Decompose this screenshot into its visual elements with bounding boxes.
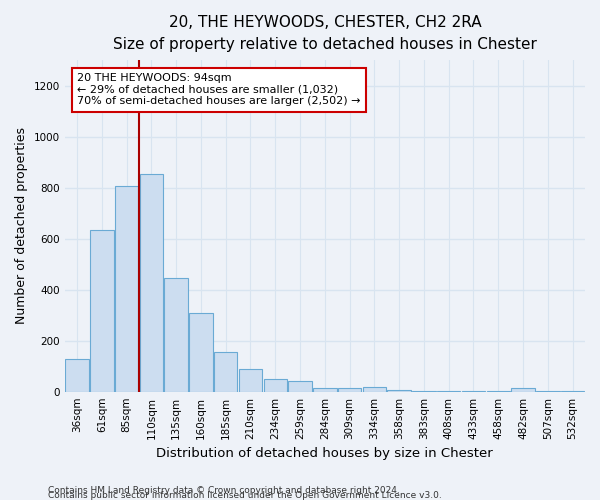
Bar <box>437 391 460 392</box>
Text: Contains public sector information licensed under the Open Government Licence v3: Contains public sector information licen… <box>48 491 442 500</box>
Bar <box>462 391 485 392</box>
Bar <box>511 388 535 392</box>
Bar <box>90 230 113 392</box>
Bar <box>288 382 312 392</box>
Bar <box>338 388 361 392</box>
Bar <box>189 312 213 392</box>
Bar <box>313 388 337 392</box>
Bar <box>239 369 262 392</box>
Text: Contains HM Land Registry data © Crown copyright and database right 2024.: Contains HM Land Registry data © Crown c… <box>48 486 400 495</box>
Bar <box>65 358 89 392</box>
Bar <box>140 174 163 392</box>
Bar <box>536 391 560 392</box>
Y-axis label: Number of detached properties: Number of detached properties <box>15 128 28 324</box>
Title: 20, THE HEYWOODS, CHESTER, CH2 2RA
Size of property relative to detached houses : 20, THE HEYWOODS, CHESTER, CH2 2RA Size … <box>113 15 537 52</box>
Bar <box>388 390 411 392</box>
Bar <box>214 352 238 392</box>
Text: 20 THE HEYWOODS: 94sqm
← 29% of detached houses are smaller (1,032)
70% of semi-: 20 THE HEYWOODS: 94sqm ← 29% of detached… <box>77 73 361 106</box>
X-axis label: Distribution of detached houses by size in Chester: Distribution of detached houses by size … <box>157 447 493 460</box>
Bar <box>263 379 287 392</box>
Bar <box>487 391 510 392</box>
Bar <box>164 278 188 392</box>
Bar <box>561 391 584 392</box>
Bar <box>115 186 139 392</box>
Bar <box>412 391 436 392</box>
Bar <box>362 386 386 392</box>
